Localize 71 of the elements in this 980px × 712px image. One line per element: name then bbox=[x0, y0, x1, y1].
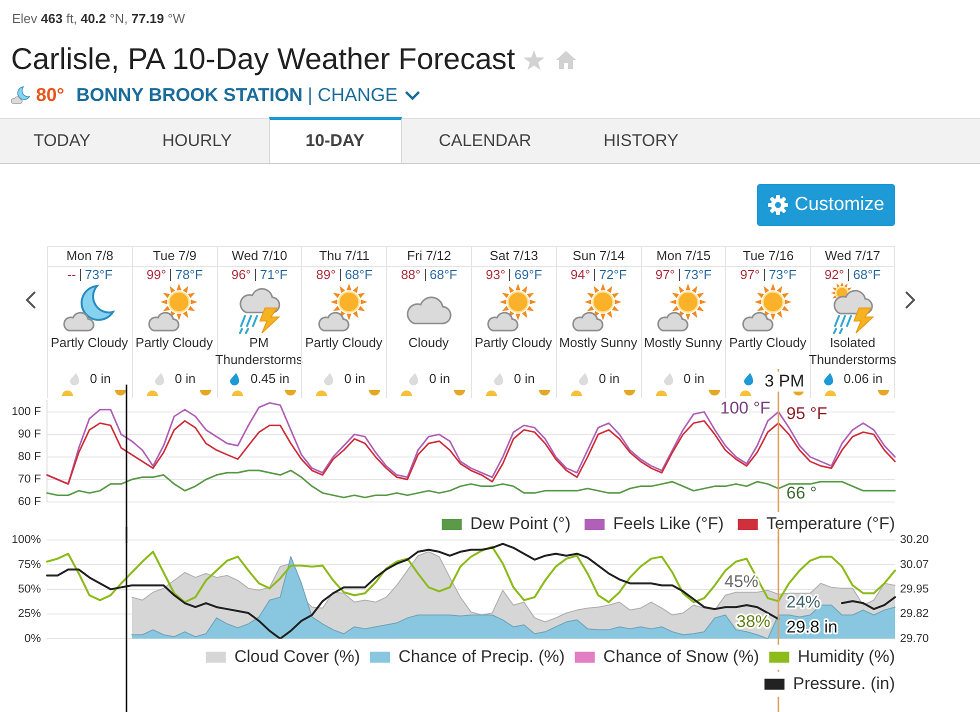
y-tick-label: 90 F bbox=[18, 428, 41, 441]
legend-label: Pressure. (in) bbox=[792, 674, 896, 694]
y-tick-label: 60 F bbox=[18, 496, 41, 508]
data-label: 0 in bbox=[90, 371, 111, 386]
y2-tick-label: 30.20 bbox=[900, 534, 929, 546]
y-tick-label: 100% bbox=[12, 534, 41, 546]
legend-label: Feels Like (°F) bbox=[613, 514, 724, 534]
category-label: Tue 7/9 bbox=[132, 246, 217, 267]
data-label: 0.45 in bbox=[250, 371, 290, 386]
text: 80° bbox=[36, 84, 64, 106]
text: Partly Cloudy bbox=[305, 335, 382, 350]
data-label: 0 in bbox=[684, 371, 704, 386]
data-label: 0 in bbox=[344, 371, 366, 386]
text: Partly Cloudy bbox=[136, 335, 213, 350]
y-tick-label: 100 F bbox=[12, 406, 41, 418]
y-tick-label: 70 F bbox=[18, 474, 41, 486]
y2-tick-label: 29.70 bbox=[900, 633, 929, 646]
text: Cloudy bbox=[408, 335, 449, 350]
data-label: 0 in bbox=[174, 371, 196, 386]
y-tick-label: 50% bbox=[18, 584, 41, 596]
data-label: 0.06 in bbox=[844, 371, 883, 386]
legend-label: Dew Point (°) bbox=[470, 514, 571, 534]
text: | CHANGE bbox=[308, 84, 398, 106]
text: Elev 463 ft, 40.2 °N, 77.19 °W bbox=[12, 11, 186, 26]
text: Mostly Sunny bbox=[644, 335, 722, 350]
text: Partly Cloudy bbox=[729, 335, 806, 350]
category-label: Sat 7/13 bbox=[472, 246, 556, 267]
text: Partly Cloudy bbox=[474, 335, 552, 350]
legend-label: Humidity (%) bbox=[798, 647, 896, 666]
legend-label: Chance of Snow (%) bbox=[603, 647, 760, 666]
category-label: Fri 7/12 bbox=[387, 246, 471, 267]
data-label: 68°F bbox=[853, 267, 881, 282]
data-label: 24% bbox=[786, 593, 820, 612]
category-label: Tue 7/16 bbox=[726, 246, 810, 267]
data-label: 0 in bbox=[429, 371, 450, 386]
data-label: 38% bbox=[736, 612, 770, 632]
y2-tick-label: 29.82 bbox=[900, 608, 929, 621]
data-label: 66 ° bbox=[786, 484, 817, 503]
text: TODAY bbox=[32, 130, 92, 152]
data-label: 100 °F bbox=[720, 398, 770, 418]
text: CALENDAR bbox=[438, 130, 532, 152]
category-label: Thu 7/11 bbox=[302, 246, 386, 267]
y-tick-label: 75% bbox=[18, 559, 41, 572]
category-label: Mon 7/8 bbox=[48, 246, 132, 267]
text: Carlisle, PA 10-Day Weather Forecast bbox=[11, 42, 516, 78]
legend-label: Temperature (°F) bbox=[766, 514, 896, 534]
y2-tick-label: 30.07 bbox=[900, 559, 929, 572]
category-label: Wed 7/10 bbox=[218, 246, 302, 267]
data-label: 95 °F bbox=[786, 404, 828, 423]
text: HISTORY bbox=[602, 130, 680, 152]
text: 10-DAY bbox=[304, 130, 366, 152]
category-label: Wed 7/17 bbox=[811, 246, 894, 267]
data-label: 45% bbox=[724, 572, 758, 592]
data-label: 0 in bbox=[598, 371, 620, 386]
text: Isolated Thunderstorms bbox=[808, 335, 896, 367]
y-tick-label: 80 F bbox=[18, 451, 41, 464]
text: HOURLY bbox=[161, 130, 233, 152]
data-label: 29.8 in bbox=[786, 618, 838, 638]
text: PM Thunderstorms bbox=[215, 335, 303, 367]
data-label: 0 in bbox=[514, 371, 535, 386]
text: BONNY BROOK STATION bbox=[76, 84, 303, 106]
text: Customize bbox=[794, 194, 884, 216]
legend-label: Cloud Cover (%) bbox=[234, 647, 360, 666]
text: Mostly Sunny bbox=[559, 335, 638, 350]
category-label: Sun 7/14 bbox=[556, 246, 641, 267]
category-label: Mon 7/15 bbox=[642, 246, 726, 267]
y-tick-label: 0% bbox=[24, 633, 41, 646]
y2-tick-label: 29.95 bbox=[900, 584, 929, 596]
legend-label: Chance of Precip. (%) bbox=[398, 647, 565, 666]
text: 3 PM bbox=[764, 371, 804, 390]
y-tick-label: 25% bbox=[18, 608, 41, 621]
